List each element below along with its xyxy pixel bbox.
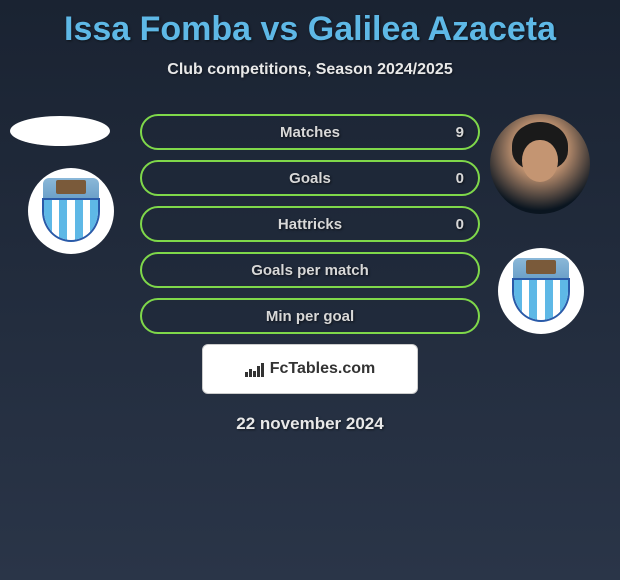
player-left-avatar <box>10 116 110 146</box>
malaga-crest-icon <box>38 178 104 244</box>
stat-right-value: 9 <box>456 124 464 141</box>
comparison-subtitle: Club competitions, Season 2024/2025 <box>0 61 620 79</box>
stat-right-value: 0 <box>456 216 464 233</box>
stat-row-min-per-goal: Min per goal <box>140 298 480 334</box>
stat-label: Min per goal <box>266 308 354 325</box>
stat-label: Matches <box>280 124 340 141</box>
malaga-crest-icon <box>508 258 574 324</box>
stats-column: Matches 9 Goals 0 Hattricks 0 Goals per … <box>140 114 480 334</box>
stat-label: Hattricks <box>278 216 342 233</box>
main-comparison-area: Matches 9 Goals 0 Hattricks 0 Goals per … <box>0 114 620 434</box>
stat-row-goals: Goals 0 <box>140 160 480 196</box>
player-right-club-badge <box>498 248 584 334</box>
stat-row-matches: Matches 9 <box>140 114 480 150</box>
stat-row-goals-per-match: Goals per match <box>140 252 480 288</box>
fctables-label: FcTables.com <box>270 360 376 378</box>
stat-right-value: 0 <box>456 170 464 187</box>
player-right-avatar <box>490 114 590 214</box>
stat-label: Goals <box>289 170 331 187</box>
player-left-club-badge <box>28 168 114 254</box>
comparison-date: 22 november 2024 <box>0 414 620 434</box>
fctables-branding: FcTables.com <box>202 344 418 394</box>
bar-chart-icon <box>245 361 264 377</box>
stat-row-hattricks: Hattricks 0 <box>140 206 480 242</box>
comparison-title: Issa Fomba vs Galilea Azaceta <box>0 0 620 49</box>
stat-label: Goals per match <box>251 262 369 279</box>
